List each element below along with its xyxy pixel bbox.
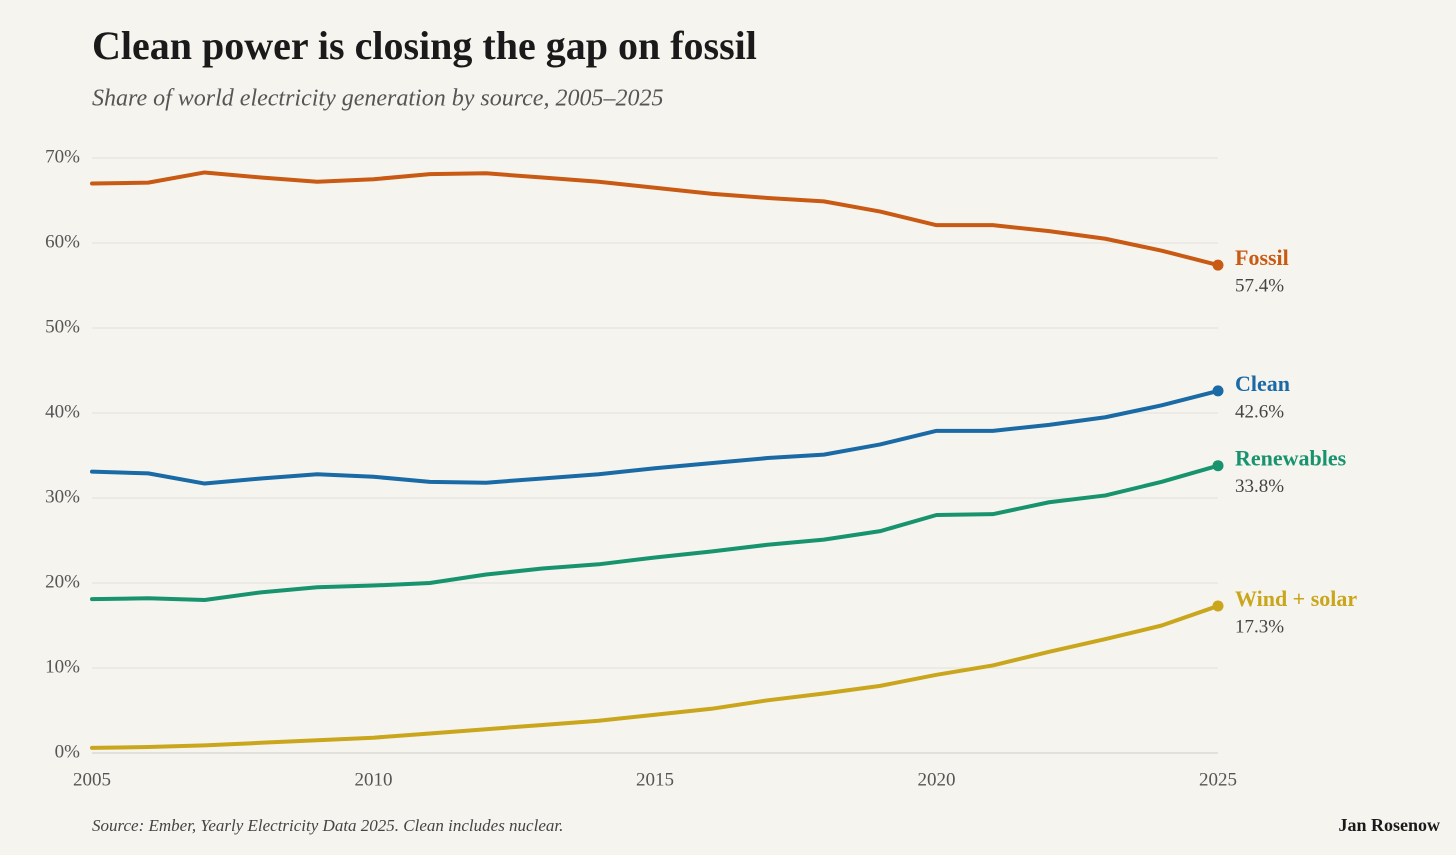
series-line: [90, 463, 1220, 602]
y-tick-label: 30%: [45, 486, 80, 507]
x-tick-label: 2020: [918, 769, 956, 790]
value-label: 17.3%: [1235, 616, 1284, 637]
y-tick-label: 0%: [55, 741, 81, 762]
y-tick-label: 10%: [45, 656, 80, 677]
series-line: [90, 170, 1220, 268]
value-label: 33.8%: [1235, 476, 1284, 497]
value-label: 57.4%: [1235, 275, 1284, 296]
series-label: Wind + solar: [1235, 586, 1357, 611]
x-tick-label: 2025: [1199, 769, 1237, 790]
y-tick-label: 20%: [45, 571, 80, 592]
series-label: Fossil: [1235, 245, 1289, 270]
y-tick-label: 70%: [45, 146, 80, 167]
value-label: 42.6%: [1235, 401, 1284, 422]
series-label: Renewables: [1235, 446, 1347, 471]
end-point: [1212, 385, 1224, 397]
y-tick-label: 40%: [45, 401, 80, 422]
end-point: [1212, 460, 1224, 472]
x-tick-label: 2010: [355, 769, 393, 790]
end-point: [1212, 600, 1224, 612]
series-line: [90, 388, 1220, 486]
chart-title: Clean power is closing the gap on fossil: [92, 23, 757, 68]
y-tick-label: 50%: [45, 316, 80, 337]
series-label: Clean: [1235, 371, 1290, 396]
x-tick-label: 2005: [73, 769, 111, 790]
end-point: [1212, 259, 1224, 271]
author: Jan Rosenow: [1338, 815, 1440, 835]
y-tick-label: 60%: [45, 231, 80, 252]
source-note: Source: Ember, Yearly Electricity Data 2…: [92, 816, 563, 835]
chart-subtitle: Share of world electricity generation by…: [92, 86, 663, 112]
x-tick-label: 2015: [636, 769, 674, 790]
series-line: [90, 603, 1220, 750]
